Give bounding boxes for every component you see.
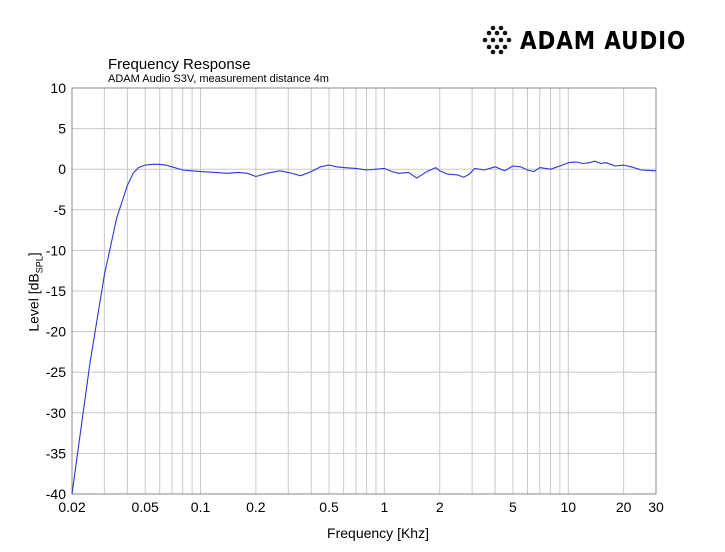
x-tick-label: 0.1 (191, 499, 211, 515)
plot-frame (71, 87, 657, 495)
chart-subtitle: ADAM Audio S3V, measurement distance 4m (108, 73, 329, 85)
y-tick-label: -15 (46, 283, 66, 299)
frequency-response-line (71, 160, 657, 495)
y-tick-label: -25 (46, 364, 66, 380)
y-tick-label: -10 (46, 242, 66, 258)
x-tick-label: 0.05 (132, 499, 159, 515)
brand-name: ADAM AUDIO (520, 25, 687, 55)
x-tick-label: 0.5 (319, 499, 339, 515)
y-tick-label: 0 (58, 161, 66, 177)
x-tick-label: 0.2 (246, 499, 266, 515)
y-tick-label: -20 (46, 324, 66, 340)
y-tick-label: -40 (46, 486, 66, 502)
y-tick-label: 10 (50, 80, 66, 96)
x-tick-label: 0.02 (58, 499, 85, 515)
dotted-cross-logo-icon (482, 25, 512, 55)
y-tick-label: 5 (58, 121, 66, 137)
x-axis-label: Frequency [Khz] (327, 525, 429, 541)
x-tick-label: 5 (509, 499, 517, 515)
x-tick-label: 30 (648, 499, 664, 515)
y-tick-label: -35 (46, 445, 66, 461)
brand-header: ADAM AUDIO (482, 22, 713, 58)
y-tick-label: -5 (54, 202, 67, 218)
x-tick-label: 10 (560, 499, 576, 515)
chart-title: Frequency Response (108, 56, 251, 73)
x-tick-label: 20 (616, 499, 632, 515)
x-tick-label: 1 (380, 499, 388, 515)
x-tick-label: 2 (436, 499, 444, 515)
y-tick-label: -30 (46, 405, 66, 421)
